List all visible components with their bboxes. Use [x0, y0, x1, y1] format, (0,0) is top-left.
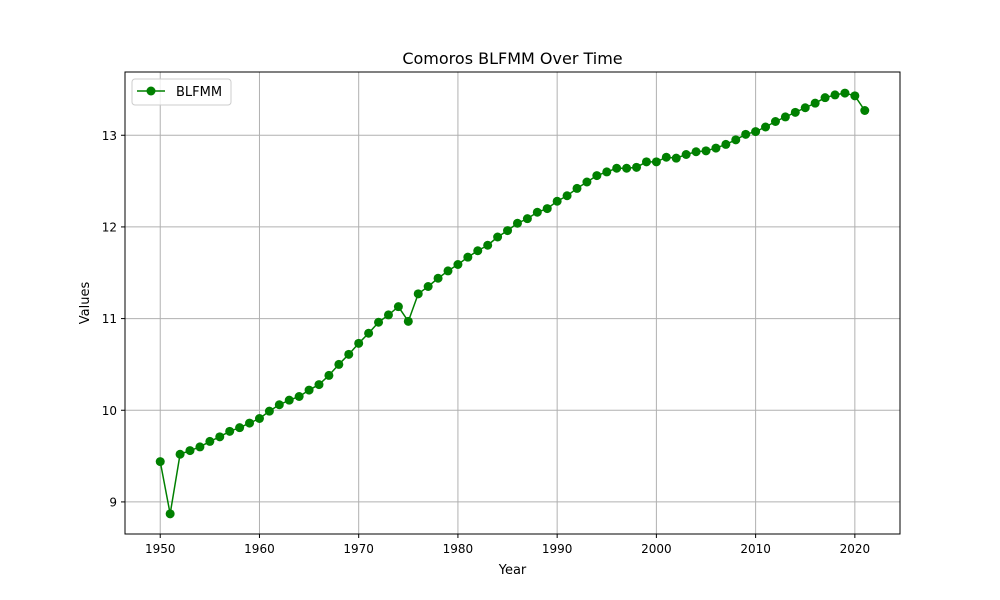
data-point [691, 147, 701, 157]
y-tick-label: 11 [102, 312, 117, 326]
data-point [582, 177, 592, 187]
data-point [364, 328, 374, 338]
data-point [344, 349, 354, 359]
data-point [751, 127, 761, 137]
data-point [761, 122, 771, 132]
data-point [453, 260, 463, 269]
data-point [235, 423, 245, 433]
x-tick-label: 2010 [740, 542, 771, 556]
x-axis-ticks: 1950 1960 1970 1980 1990 2000 2010 2020 [145, 534, 870, 556]
data-point [334, 359, 344, 369]
data-point [324, 370, 334, 380]
data-point [532, 207, 542, 217]
data-point [254, 414, 264, 423]
data-point [463, 252, 473, 262]
data-point [542, 204, 552, 214]
data-point [661, 152, 671, 162]
data-point [215, 432, 225, 442]
data-point [483, 240, 493, 250]
data-point [770, 117, 780, 126]
data-point [433, 273, 443, 283]
data-point [403, 316, 413, 326]
data-point [780, 112, 790, 122]
data-point [284, 395, 294, 405]
y-tick-label: 13 [102, 129, 117, 143]
x-tick-label: 1960 [244, 542, 275, 556]
y-axis-ticks: 9 10 11 12 13 [102, 129, 125, 509]
legend: BLFMM [131, 78, 232, 106]
data-point [711, 143, 721, 153]
chart-title: Comoros BLFMM Over Time [402, 49, 622, 68]
data-point [840, 88, 850, 98]
x-tick-label: 2000 [641, 542, 672, 556]
x-tick-label: 2020 [840, 542, 871, 556]
data-point [205, 436, 215, 446]
grid-lines [125, 72, 900, 534]
data-point [701, 146, 711, 156]
y-tick-label: 10 [102, 404, 117, 418]
data-point [741, 129, 751, 139]
x-tick-label: 1980 [443, 542, 474, 556]
data-point [383, 310, 393, 320]
data-point [245, 418, 255, 428]
data-point [274, 400, 284, 410]
data-point [602, 167, 612, 177]
x-tick-label: 1990 [542, 542, 573, 556]
data-point [473, 246, 483, 256]
data-point [413, 289, 423, 299]
data-point [622, 163, 632, 173]
data-point [443, 266, 453, 276]
data-point [612, 163, 622, 173]
data-point [790, 107, 800, 117]
data-point [264, 406, 274, 416]
data-point [830, 90, 840, 100]
data-point [800, 103, 810, 113]
data-point [860, 106, 870, 115]
y-tick-label: 12 [102, 220, 117, 234]
data-point [512, 218, 522, 228]
y-axis-label: Values [78, 282, 93, 325]
plot-area [124, 71, 901, 535]
data-point [175, 449, 185, 459]
data-point [651, 157, 661, 167]
data-point [423, 282, 433, 291]
data-point [641, 157, 651, 167]
data-point [314, 380, 324, 390]
x-tick-label: 1970 [343, 542, 374, 556]
data-point [225, 426, 235, 436]
data-point [155, 457, 165, 467]
data-point [572, 183, 582, 193]
legend-box [131, 78, 232, 106]
data-point [493, 232, 503, 242]
data-point [304, 385, 314, 395]
data-point [721, 139, 731, 149]
data-point [632, 162, 642, 172]
data-point [552, 196, 562, 206]
data-point [393, 302, 403, 312]
data-point [165, 509, 175, 519]
data-point [374, 317, 384, 327]
data-point [850, 91, 860, 101]
data-point [354, 338, 364, 348]
data-point [731, 135, 741, 145]
legend-label: BLFMM [176, 85, 222, 100]
data-point [671, 153, 681, 163]
y-tick-label: 9 [109, 495, 117, 509]
data-point [185, 446, 195, 456]
x-tick-label: 1950 [145, 542, 176, 556]
legend-marker-sample [146, 86, 156, 96]
data-point [810, 98, 820, 108]
data-point [294, 392, 304, 401]
data-point [522, 214, 532, 224]
data-point [820, 93, 830, 103]
data-series [155, 88, 870, 519]
data-point [195, 442, 205, 452]
data-point [681, 150, 691, 159]
x-axis-label: Year [498, 563, 527, 578]
data-point [503, 226, 513, 236]
data-point [562, 191, 572, 201]
data-point [592, 171, 602, 181]
